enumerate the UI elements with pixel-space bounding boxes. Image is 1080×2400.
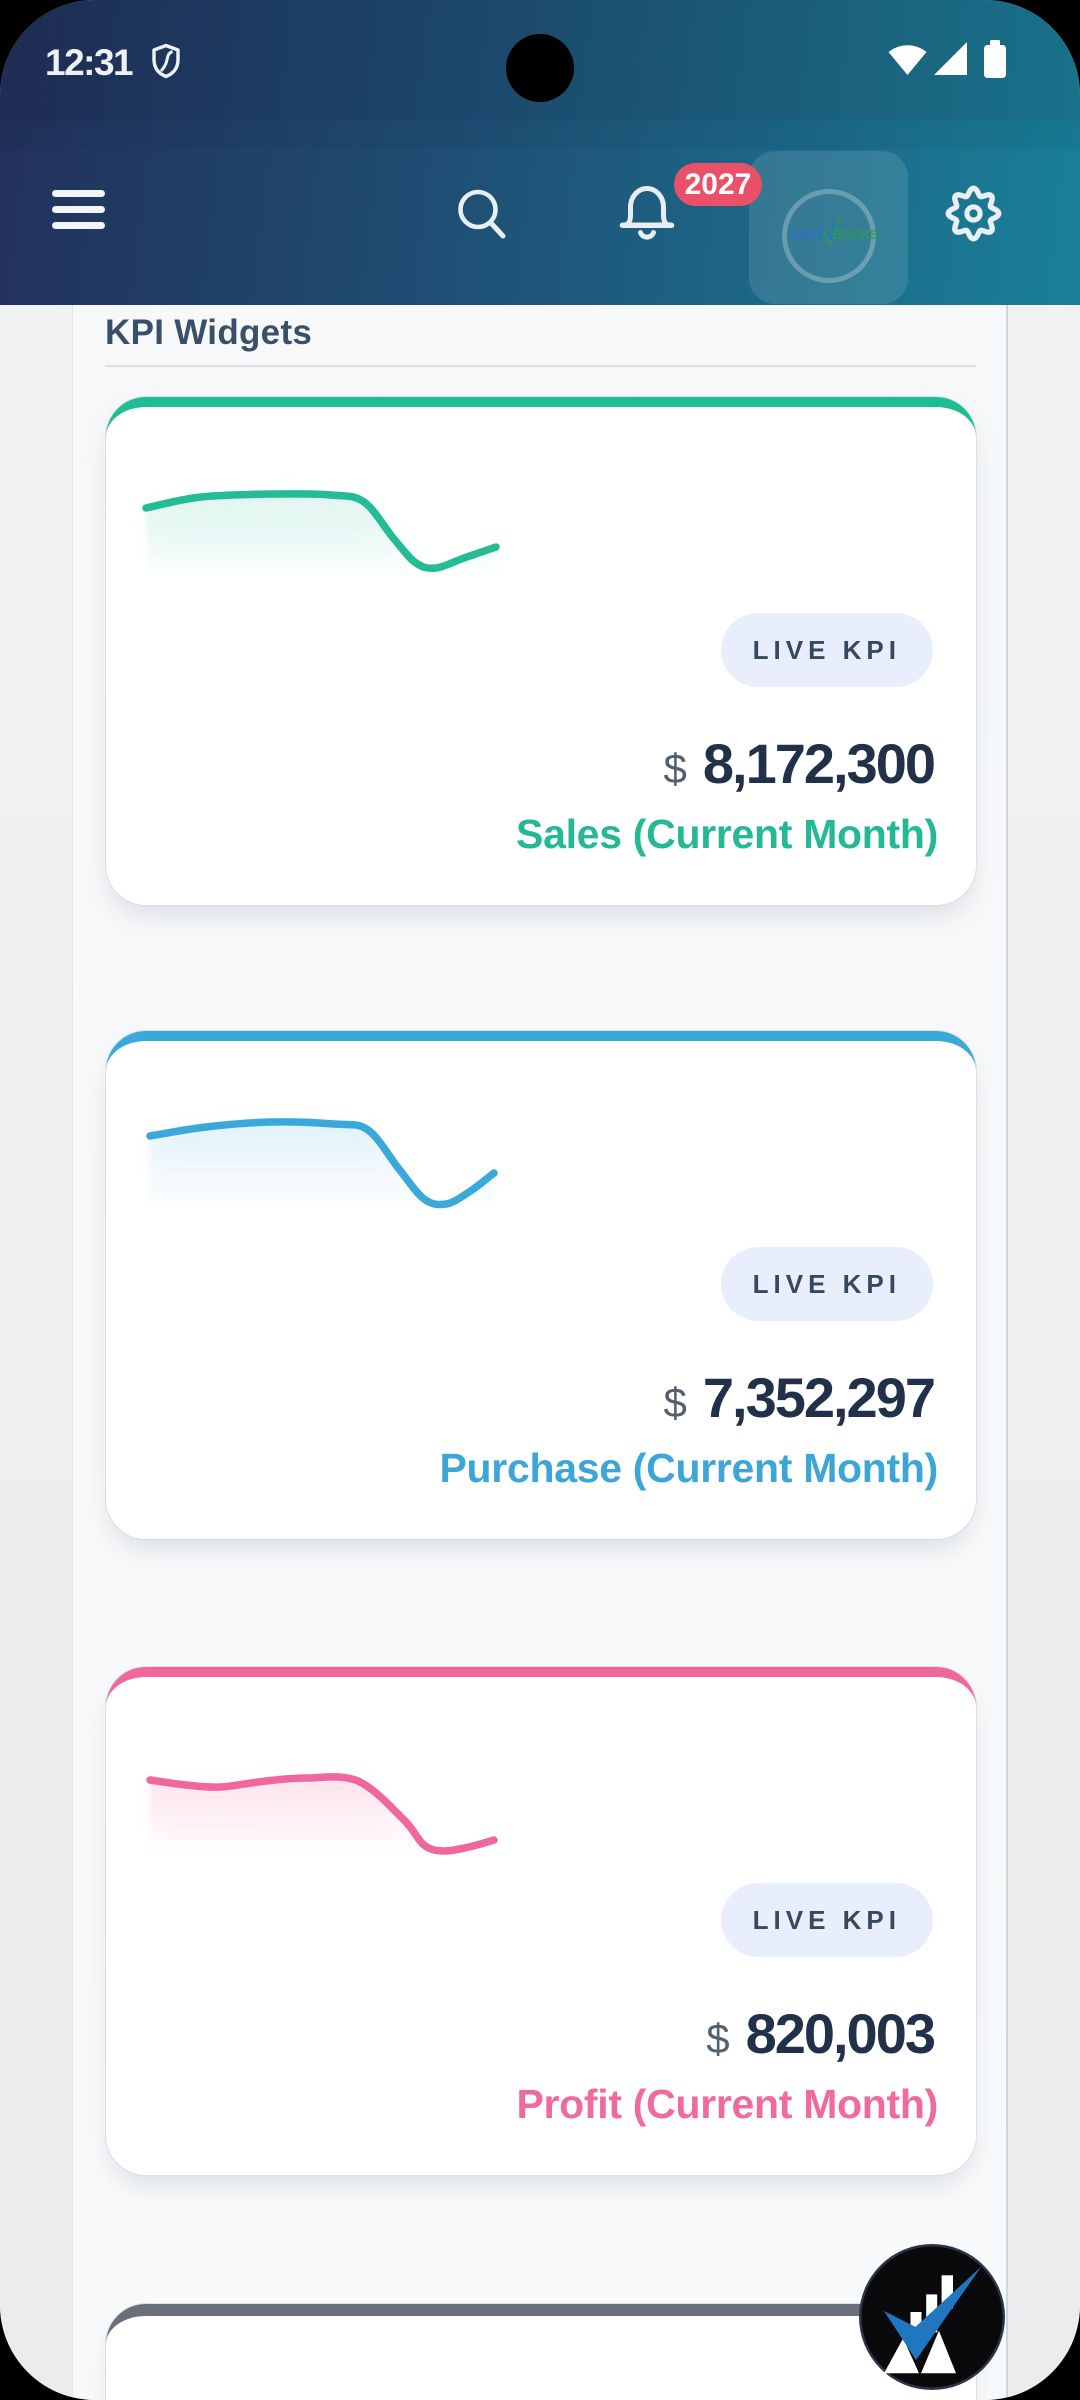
svg-text:DIGIT: DIGIT xyxy=(791,227,824,242)
svg-text:BOOKS: BOOKS xyxy=(833,227,878,242)
